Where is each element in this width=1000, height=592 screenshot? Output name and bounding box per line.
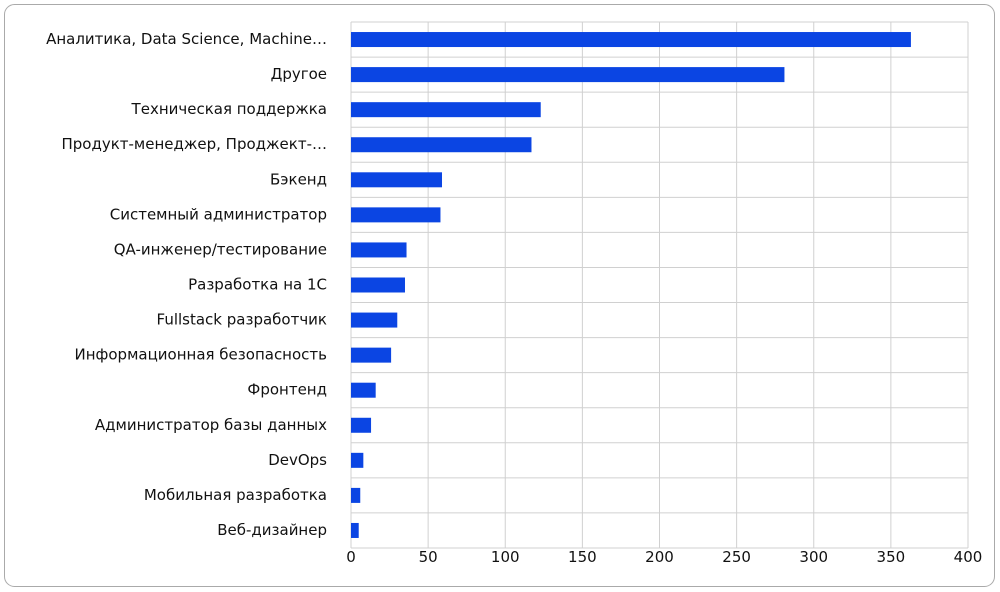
y-tick-label: Продукт-менеджер, Проджект-… — [62, 135, 328, 153]
bar — [351, 102, 541, 118]
x-tick-label: 50 — [419, 548, 438, 566]
y-tick-label: QA-инженер/тестирование — [114, 240, 327, 258]
x-tick-label: 100 — [491, 548, 520, 566]
y-tick-label: Другое — [271, 65, 327, 83]
x-tick-label: 350 — [877, 548, 906, 566]
bar — [351, 522, 359, 538]
bar — [351, 67, 785, 83]
x-tick-label: 400 — [954, 548, 983, 566]
y-tick-label: Разработка на 1С — [188, 276, 327, 294]
y-tick-label: Техническая поддержка — [131, 100, 327, 118]
x-tick-label: 200 — [645, 548, 674, 566]
x-tick-label: 300 — [799, 548, 828, 566]
y-tick-label: Fullstack разработчик — [157, 311, 327, 329]
y-tick-label: Фронтенд — [247, 381, 327, 399]
bar — [351, 487, 361, 503]
bar — [351, 452, 364, 468]
bar — [351, 347, 392, 363]
bar — [351, 417, 372, 433]
y-tick-label: Мобильная разработка — [144, 486, 327, 504]
x-tick-label: 150 — [568, 548, 597, 566]
y-tick-label: Веб-дизайнер — [217, 521, 327, 539]
bar — [351, 207, 441, 223]
bar — [351, 312, 398, 328]
bar — [351, 137, 532, 153]
bar — [351, 242, 407, 258]
x-tick-label: 0 — [346, 548, 356, 566]
x-tick-label: 250 — [722, 548, 751, 566]
y-tick-label: Бэкенд — [270, 170, 327, 188]
y-tick-label: Информационная безопасность — [75, 346, 327, 364]
frame — [4, 4, 995, 587]
y-tick-label: Аналитика, Data Science, Machine… — [46, 30, 327, 48]
y-tick-label: Системный администратор — [110, 205, 327, 223]
bar — [351, 172, 443, 188]
y-tick-label: Администратор базы данных — [95, 416, 327, 434]
bar — [351, 277, 405, 293]
y-tick-label: DevOps — [268, 451, 327, 469]
bar — [351, 32, 911, 48]
bar — [351, 382, 376, 398]
